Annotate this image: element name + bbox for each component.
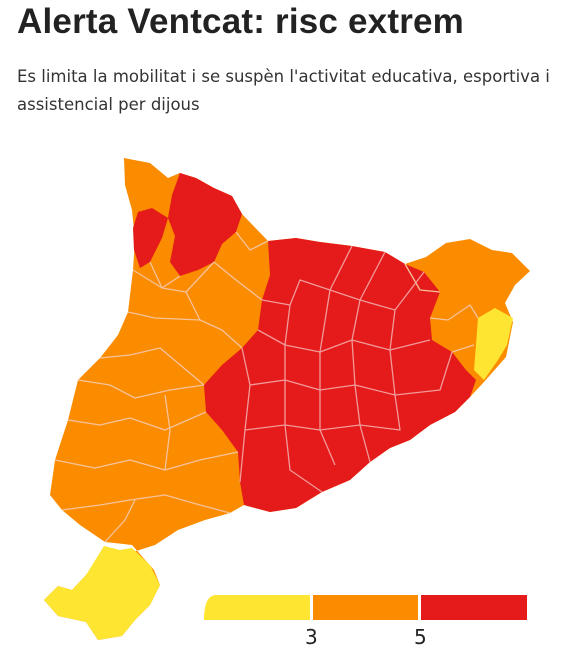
county-borders xyxy=(54,231,479,543)
region-baix-emporda xyxy=(474,308,513,380)
region-montsia xyxy=(44,546,160,640)
region-central-red xyxy=(204,238,476,512)
legend-bar-level-low xyxy=(204,595,310,620)
region-val-aran xyxy=(133,208,168,268)
county-borders-red xyxy=(239,245,453,493)
page-subtitle: Es limita la mobilitat i se suspèn l'act… xyxy=(17,67,550,114)
legend-bar-level-high xyxy=(421,595,527,620)
page-title: Alerta Ventcat: risc extrem xyxy=(17,2,465,41)
region-pallars xyxy=(168,173,242,276)
legend-tick-5: 5 xyxy=(414,625,427,649)
legend-bar-level-mid xyxy=(313,595,418,620)
legend-tick-3: 3 xyxy=(305,625,318,649)
